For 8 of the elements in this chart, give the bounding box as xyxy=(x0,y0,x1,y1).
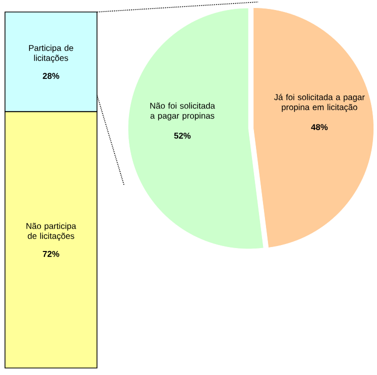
data-label: 52% xyxy=(174,132,191,139)
series-label: Não participa de licitações xyxy=(26,222,76,241)
data-label: 48% xyxy=(311,124,328,130)
slice-label: Não foi solicitada a pagar propinas xyxy=(150,102,216,120)
slice-label: Já foi solicitada a pagar propina em licitação xyxy=(274,94,365,112)
data-label: 28% xyxy=(42,72,60,79)
data-label: 72% xyxy=(42,250,60,257)
series-label: Participa de licitações xyxy=(29,44,74,63)
